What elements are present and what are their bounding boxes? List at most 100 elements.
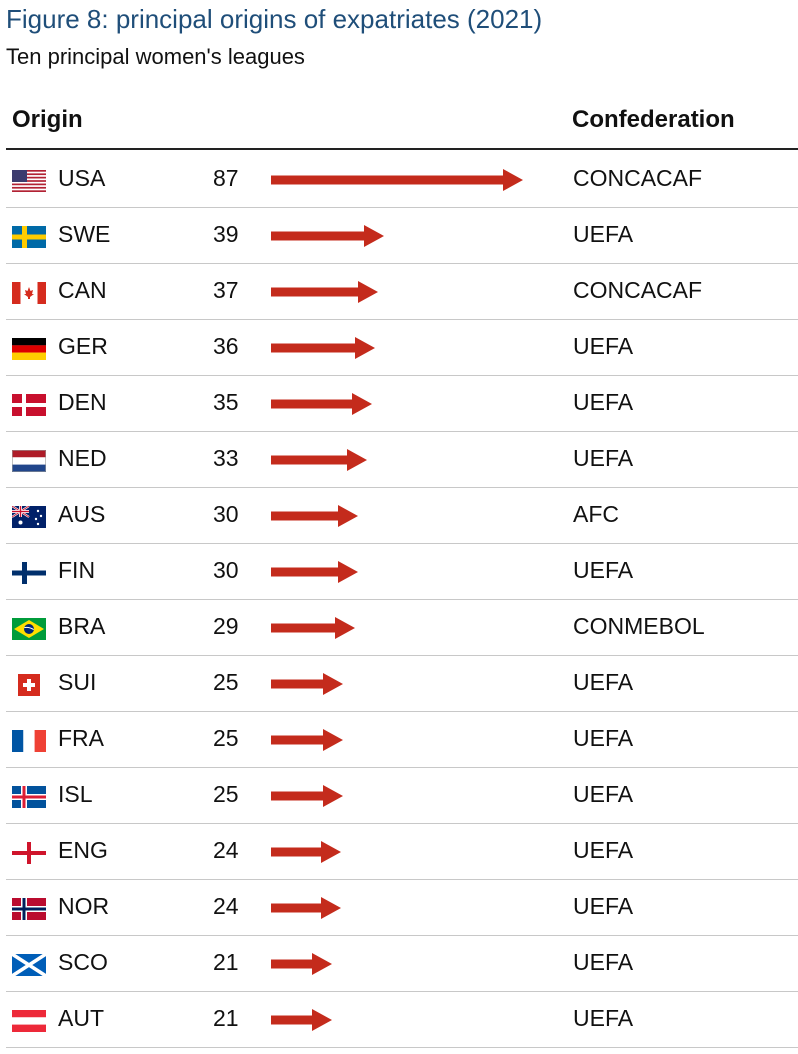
confederation-label: UEFA: [573, 221, 634, 247]
table-row: GER 36 UEFA: [6, 320, 798, 376]
bar-mark: [271, 785, 343, 807]
value-label: 30: [213, 557, 239, 583]
confederation-column-header: Confederation: [572, 106, 735, 133]
confederation-label: UEFA: [573, 1005, 634, 1031]
bar-mark: [271, 225, 384, 247]
table-row: AUS 30 AFC: [6, 488, 798, 544]
bar-arrow: [271, 617, 355, 639]
origin-label: SCO: [58, 949, 108, 975]
origin-label: GER: [58, 333, 108, 359]
finland-flag-icon: [12, 562, 46, 584]
origin-label: SWE: [58, 221, 111, 247]
table-row: USA 87 CONCACAF: [6, 152, 798, 208]
usa-flag-icon: [12, 170, 46, 192]
bar-mark: [271, 953, 332, 975]
origin-label: SUI: [58, 669, 97, 695]
value-label: 25: [213, 781, 239, 807]
germany-flag-icon: [12, 338, 46, 360]
value-label: 36: [213, 333, 239, 359]
value-label: 30: [213, 501, 239, 527]
sweden-flag-icon: [12, 226, 46, 248]
confederation-label: UEFA: [573, 445, 634, 471]
confederation-label: UEFA: [573, 781, 634, 807]
value-label: 21: [213, 1005, 239, 1031]
switzerland-flag-icon: [12, 674, 46, 696]
france-flag-icon: [12, 730, 46, 752]
confederation-label: UEFA: [573, 557, 634, 583]
bar-arrow: [271, 169, 523, 191]
origin-label: ISL: [58, 781, 93, 807]
confederation-label: UEFA: [573, 837, 634, 863]
bar-arrow: [271, 785, 343, 807]
confederation-label: UEFA: [573, 669, 634, 695]
table-row: CAN 37 CONCACAF: [6, 264, 798, 320]
confederation-label: UEFA: [573, 949, 634, 975]
bar-arrow: [271, 897, 341, 919]
iceland-flag-icon: [12, 786, 46, 808]
bar-mark: [271, 841, 341, 863]
bar-arrow: [271, 449, 367, 471]
table-row: AUT 21 UEFA: [6, 992, 798, 1048]
bar-arrow: [271, 673, 343, 695]
bar-mark: [271, 449, 367, 471]
bar-arrow: [271, 225, 384, 247]
norway-flag-icon: [12, 898, 46, 920]
austria-flag-icon: [12, 1010, 46, 1032]
table-row: SCO 21 UEFA: [6, 936, 798, 992]
origin-label: AUT: [58, 1005, 104, 1031]
bar-mark: [271, 561, 358, 583]
origin-label: NOR: [58, 893, 110, 919]
value-label: 25: [213, 669, 239, 695]
value-label: 21: [213, 949, 239, 975]
table-row: NOR 24 UEFA: [6, 880, 798, 936]
table-row: SWE 39 UEFA: [6, 208, 798, 264]
bar-arrow: [271, 729, 343, 751]
value-label: 39: [213, 221, 239, 247]
bar-arrow: [271, 1009, 332, 1031]
value-label: 35: [213, 389, 239, 415]
origin-column-header: Origin: [12, 106, 83, 133]
page-subtitle: Ten principal women's leagues: [6, 44, 305, 69]
origin-label: NED: [58, 445, 107, 471]
origin-label: DEN: [58, 389, 107, 415]
scotland-flag-icon: [11, 952, 47, 978]
bar-mark: [271, 337, 375, 359]
confederation-label: UEFA: [573, 893, 634, 919]
value-label: 29: [213, 613, 239, 639]
bar-arrow: [271, 281, 378, 303]
chart-rows: USA 87 CONCACAF SWE 39 UEFA CAN 37 CONCACAF GER 36…: [0, 152, 798, 1048]
confederation-label: CONMEBOL: [573, 613, 705, 639]
origin-label: CAN: [58, 277, 107, 303]
value-label: 24: [213, 893, 239, 919]
table-row: NED 33 UEFA: [6, 432, 798, 488]
table-row: ISL 25 UEFA: [6, 768, 798, 824]
value-label: 25: [213, 725, 239, 751]
value-label: 37: [213, 277, 239, 303]
bar-arrow: [271, 953, 332, 975]
bar-mark: [271, 673, 343, 695]
table-row: SUI 25 UEFA: [6, 656, 798, 712]
england-flag-icon: [12, 842, 46, 864]
value-label: 33: [213, 445, 239, 471]
bar-mark: [271, 393, 372, 415]
confederation-label: UEFA: [573, 725, 634, 751]
origin-label: USA: [58, 165, 106, 191]
confederation-label: CONCACAF: [573, 277, 703, 303]
confederation-label: AFC: [573, 501, 619, 527]
bar-mark: [271, 617, 355, 639]
origin-label: FIN: [58, 557, 96, 583]
page-title: Figure 8: principal origins of expatriat…: [6, 4, 543, 34]
origin-label: ENG: [58, 837, 108, 863]
confederation-label: CONCACAF: [573, 165, 703, 191]
bar-mark: [271, 169, 523, 191]
value-label: 24: [213, 837, 239, 863]
netherlands-flag-icon: [12, 450, 46, 472]
value-label: 87: [213, 165, 239, 191]
table-row: FIN 30 UEFA: [6, 544, 798, 600]
confederation-label: UEFA: [573, 389, 634, 415]
brazil-flag-icon: [12, 618, 46, 640]
table-row: FRA 25 UEFA: [6, 712, 798, 768]
table-row: ENG 24 UEFA: [6, 824, 798, 880]
table-row: BRA 29 CONMEBOL: [6, 600, 798, 656]
confederation-label: UEFA: [573, 333, 634, 359]
